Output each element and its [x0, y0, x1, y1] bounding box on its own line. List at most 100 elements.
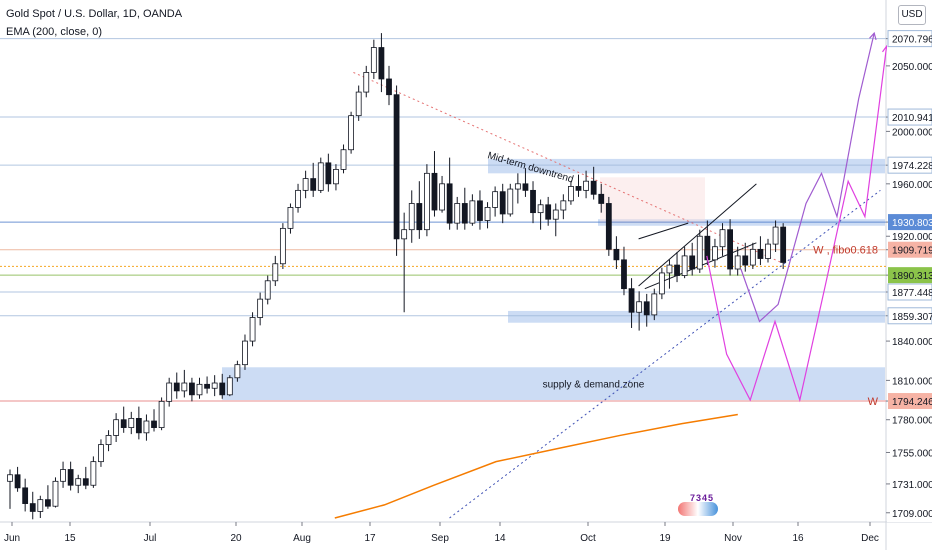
price-label-4: 1974.228 [886, 156, 932, 174]
candle-body [712, 246, 718, 261]
candle [552, 203, 559, 237]
price-label-text: 2050.000 [892, 62, 932, 73]
candle [22, 478, 29, 512]
candle [469, 194, 476, 226]
candle [264, 275, 271, 305]
candle [29, 491, 36, 520]
candle [7, 469, 13, 509]
candle [446, 157, 453, 230]
zone-2 [488, 158, 885, 174]
price-axis: 2070.796 2050.000 2010.941 2000.000 1974.228… [886, 0, 932, 522]
price-label-3: 2000.000 [886, 127, 932, 138]
candle-body [14, 474, 21, 489]
candle [234, 360, 241, 382]
time-label: Sep [431, 533, 449, 544]
price-label-box [887, 108, 932, 126]
candle [45, 485, 51, 509]
candle [386, 65, 392, 106]
price-label-17: 1731.000 [886, 480, 932, 491]
candle-body [29, 503, 36, 512]
candle-body [340, 149, 347, 170]
price-label-box [887, 156, 932, 174]
candle [166, 377, 173, 407]
price-label-text: 1960.000 [892, 180, 932, 191]
candle [378, 33, 385, 93]
price-label-9: 1890.313 [886, 267, 932, 284]
time-label: Jul [144, 533, 157, 544]
candle [454, 196, 461, 230]
projection-path-1 [706, 46, 888, 403]
candle-body [378, 47, 385, 80]
candle [158, 397, 165, 431]
candle [257, 292, 264, 326]
candle-body [370, 47, 377, 73]
candle-body [583, 180, 589, 191]
price-label-box [888, 214, 932, 231]
candle [82, 466, 89, 490]
price-label-15: 1780.000 [886, 416, 932, 427]
zone-label: supply & demand zone [543, 380, 645, 391]
candle [484, 202, 491, 229]
price-label-text: 2070.796 [892, 35, 932, 46]
candle [98, 439, 104, 467]
price-label-text: 1930.803 [892, 218, 932, 229]
candle [14, 466, 21, 492]
candle-body [264, 280, 271, 300]
candle-body [310, 178, 317, 191]
candle-body [45, 499, 51, 507]
candle-body [757, 248, 764, 259]
candle [560, 194, 567, 220]
candle [719, 223, 726, 256]
candle-body [734, 255, 741, 270]
candle-body [242, 340, 248, 366]
candle-body [60, 469, 66, 482]
candle [734, 246, 741, 276]
time-label: Nov [724, 533, 742, 544]
price-label-text: 1909.719 [892, 246, 932, 257]
candle [75, 474, 82, 494]
watermark-logo: 7345 [676, 490, 720, 520]
candle [439, 175, 445, 213]
candle-body [772, 226, 779, 245]
candle [272, 255, 279, 287]
candle [317, 157, 324, 193]
candle-body [575, 186, 582, 191]
candle-body [67, 469, 74, 486]
candle-body [552, 209, 559, 220]
price-label-8: 1909.719 [886, 241, 932, 258]
price-label-6: 1930.803 [886, 214, 932, 231]
zone-0 [222, 367, 885, 401]
candle-body [643, 301, 650, 316]
candle [90, 456, 97, 488]
candle [583, 170, 589, 199]
candle [575, 174, 582, 197]
candle-body [674, 264, 680, 276]
price-label-text: 2000.000 [892, 127, 932, 138]
candle-body [439, 183, 445, 211]
candle [780, 223, 787, 269]
trendline-0 [353, 71, 782, 263]
candle [628, 278, 635, 328]
price-label-14: 1794.246 [886, 393, 932, 410]
price-label-text: 1709.000 [892, 509, 932, 520]
candle [393, 85, 400, 256]
candle [370, 39, 377, 79]
candle [325, 153, 332, 192]
candle-body [128, 417, 135, 428]
candle-body [727, 229, 733, 270]
candle-body [696, 235, 703, 270]
candle-body [135, 417, 142, 434]
candle [461, 187, 468, 230]
candle-body [143, 420, 150, 434]
price-label-text: 1877.448 [892, 288, 932, 299]
trendline-3 [638, 222, 689, 240]
candle [431, 151, 438, 217]
price-label-13: 1810.000 [886, 376, 932, 387]
candle-body [765, 243, 771, 259]
currency-button[interactable]: USD [898, 5, 926, 25]
candle-body [325, 162, 332, 185]
candle [204, 376, 210, 394]
candle-body [492, 191, 499, 208]
